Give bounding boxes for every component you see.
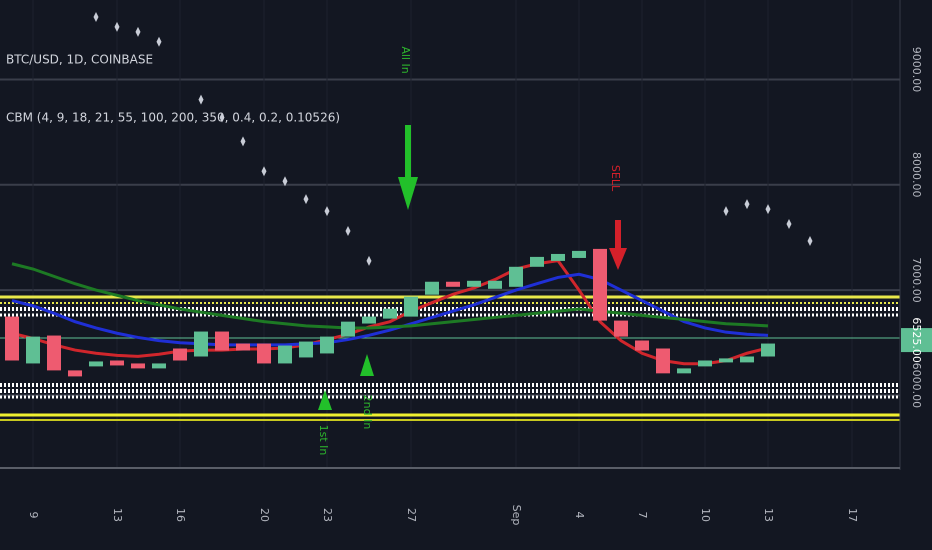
candle [677, 368, 691, 374]
candle [215, 331, 229, 351]
candle [362, 316, 376, 324]
indicator-dot [723, 206, 729, 217]
candle [320, 336, 334, 354]
indicator-dot [807, 236, 813, 247]
signal-label: 2nd In [361, 395, 374, 430]
candle [278, 345, 292, 364]
candle [131, 363, 145, 369]
indicator-dot [135, 26, 141, 37]
candle [551, 253, 565, 261]
indicator-dot [93, 11, 99, 22]
buy-triangle [360, 354, 374, 376]
y-tick-label: 6000.00 [910, 363, 923, 409]
arrow-head [609, 248, 627, 270]
y-tick-label: 8000.00 [910, 152, 923, 198]
marks [5, 11, 813, 377]
x-tick-label: 20 [258, 508, 271, 522]
candle [740, 356, 754, 363]
candle [26, 336, 40, 364]
indicator-dot [156, 36, 162, 47]
symbol-label: BTC/USD, 1D, COINBASE [6, 53, 153, 67]
x-tick-label: 17 [846, 508, 859, 522]
last-price-box [901, 328, 932, 353]
x-tick-label: 13 [762, 508, 775, 522]
indicator-dot [261, 166, 267, 177]
axes: 6000.00 7000.00 8000.00 9000.00 9 13 16 20 23 27 S… [27, 47, 932, 526]
signals: All In SELL 1st In 2nd In [317, 46, 627, 455]
candle [47, 335, 61, 371]
x-tick-label: 13 [111, 508, 124, 522]
candle [614, 320, 628, 337]
buy-triangle [318, 390, 332, 410]
moving-average [11, 272, 769, 347]
indicator-label: CBM (4, 9, 18, 21, 55, 100, 200, 350, 0.… [6, 111, 340, 125]
x-tick-label: 10 [699, 508, 712, 522]
level-bands [0, 295, 900, 421]
candle [152, 363, 166, 369]
candle [194, 331, 208, 357]
candle [257, 343, 271, 364]
y-tick-label: 9000.00 [910, 47, 923, 93]
indicator-dot [219, 112, 225, 123]
candle [5, 316, 19, 361]
candle [404, 296, 418, 317]
indicator-dot [324, 206, 330, 217]
candle [593, 248, 607, 321]
candle [341, 321, 355, 337]
moving-average [11, 262, 769, 330]
candle [173, 348, 187, 361]
indicator-dot [114, 21, 120, 32]
candle [509, 266, 523, 287]
indicator-dot [198, 94, 204, 105]
indicator-dot [786, 219, 792, 230]
x-tick-label: 7 [636, 512, 649, 519]
moving-average [11, 258, 769, 366]
candle [89, 361, 103, 367]
candle [719, 358, 733, 363]
indicator-dot [282, 176, 288, 187]
indicator-dot [345, 225, 351, 236]
candle [635, 340, 649, 351]
candle [761, 343, 775, 357]
indicator-dot [366, 255, 372, 266]
candle [68, 370, 82, 377]
x-tick-label: 23 [321, 508, 334, 522]
candle [698, 360, 712, 367]
candle [299, 341, 313, 358]
candle [110, 360, 124, 366]
indicator-dot [240, 136, 246, 147]
y-tick-label: 7000.00 [910, 257, 923, 303]
candle [383, 308, 397, 319]
signal-label: SELL [609, 165, 622, 192]
arrow-head [398, 177, 418, 210]
candle [236, 343, 250, 351]
arrow-shaft [615, 220, 621, 248]
x-tick-label: 4 [573, 512, 586, 519]
indicator-dot [765, 204, 771, 215]
signal-label: All In [399, 46, 412, 73]
candle [530, 256, 544, 267]
candle [488, 280, 502, 289]
candle [467, 280, 481, 287]
arrow-shaft [405, 125, 411, 177]
x-tick-label: 16 [174, 508, 187, 522]
x-tick-label: Sep [510, 505, 523, 526]
candle [446, 281, 460, 287]
indicator-dot [303, 194, 309, 205]
last-price-label: 6525.00 [910, 317, 923, 363]
indicator-dot [744, 199, 750, 210]
x-tick-label: 27 [405, 508, 418, 522]
candle [656, 348, 670, 374]
candle [425, 281, 439, 295]
candle [572, 250, 586, 258]
x-tick-label: 9 [27, 512, 40, 519]
signal-label: 1st In [317, 425, 330, 456]
